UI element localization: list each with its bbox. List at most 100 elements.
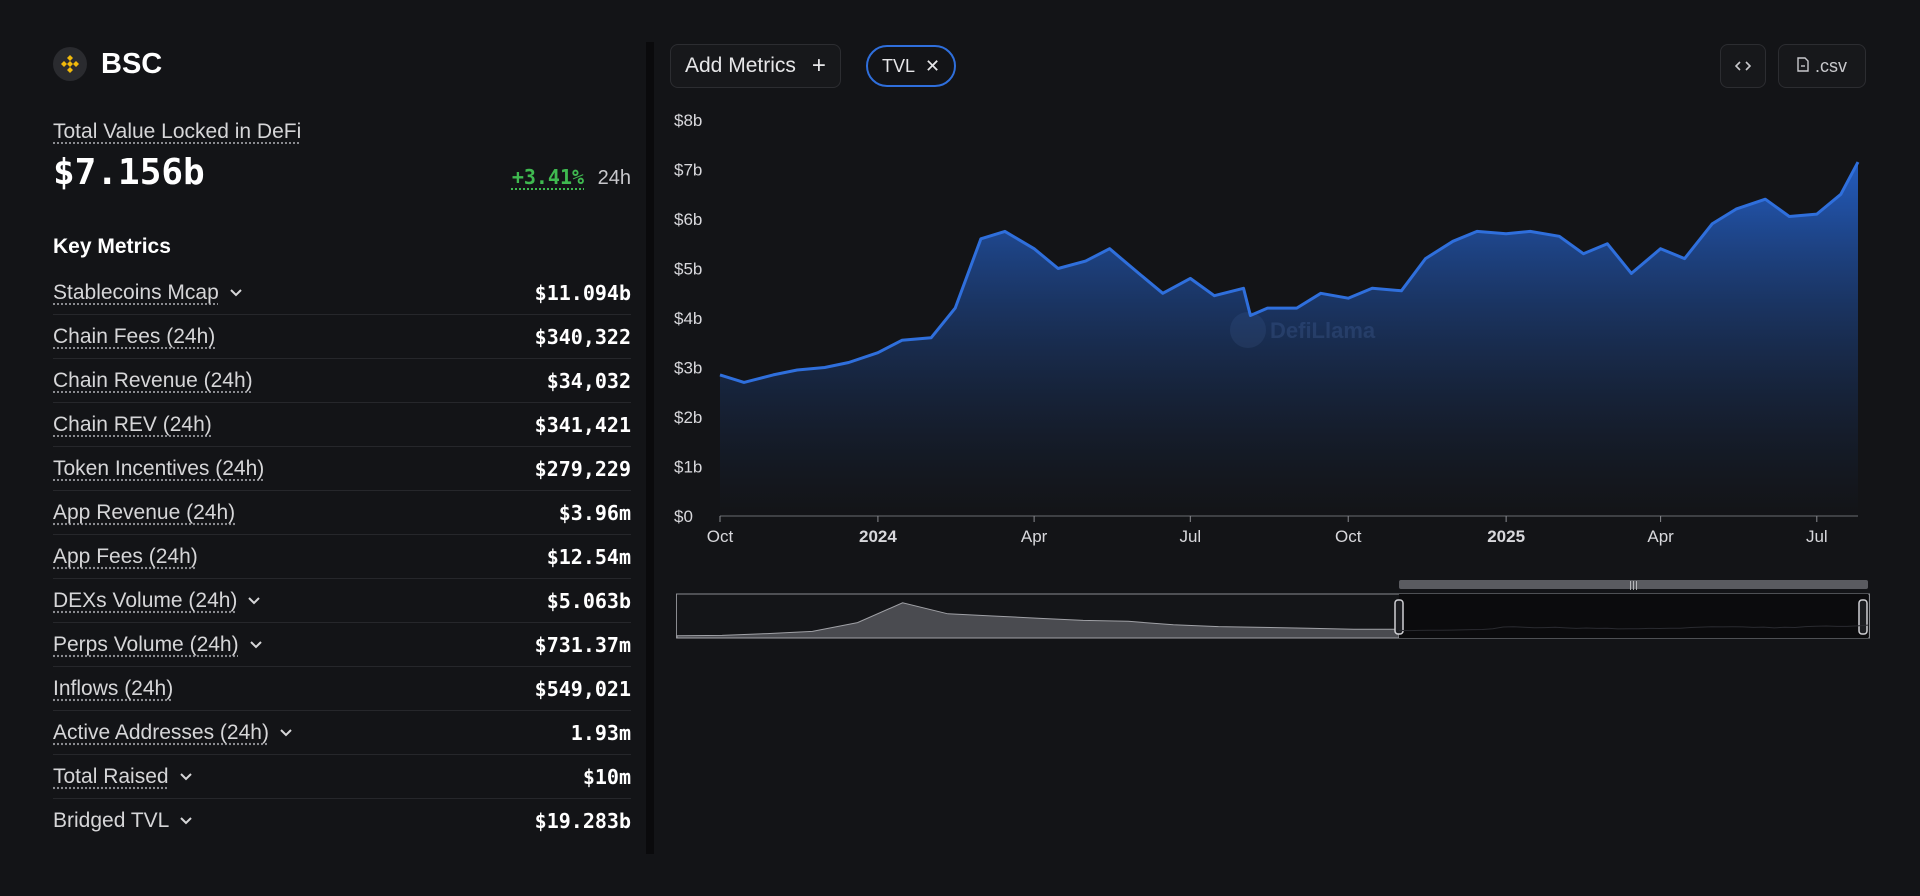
- metric-value: $279,229: [534, 456, 631, 481]
- tvl-change-percent[interactable]: +3.41%: [511, 165, 585, 189]
- metric-label[interactable]: Token Incentives (24h): [53, 457, 264, 481]
- metric-value: $549,021: [534, 676, 631, 701]
- selected-range[interactable]: [1399, 594, 1868, 638]
- metric-label-text[interactable]: Perps Volume (24h): [53, 632, 239, 656]
- metric-label-text[interactable]: Total Raised: [53, 764, 169, 788]
- metric-value: $12.54m: [546, 544, 631, 569]
- metric-label[interactable]: App Fees (24h): [53, 545, 198, 569]
- metric-row[interactable]: Perps Volume (24h) $731.37m: [53, 623, 631, 667]
- y-tick-label: $1b: [674, 458, 702, 477]
- series-area-0: [720, 162, 1858, 516]
- metric-row: Chain Fees (24h) $340,322: [53, 315, 631, 359]
- chart-toolbar: Add Metrics + TVL ✕ .csv: [670, 44, 1866, 90]
- metric-row: Chain REV (24h) $341,421: [53, 403, 631, 447]
- metric-row[interactable]: Bridged TVL $19.283b: [53, 799, 631, 842]
- plus-icon: +: [811, 52, 826, 79]
- y-tick-label: $8b: [674, 111, 702, 130]
- x-tick-label: 2024: [859, 527, 897, 546]
- series-line-0: [719, 161, 1860, 384]
- range-selector[interactable]: |||: [676, 580, 1870, 644]
- metric-label-text[interactable]: Chain Revenue (24h): [53, 368, 253, 392]
- metric-label[interactable]: Perps Volume (24h): [53, 633, 263, 657]
- tvl-label[interactable]: Total Value Locked in DeFi: [53, 120, 302, 143]
- metric-value: $3.96m: [558, 500, 631, 525]
- metric-value: $731.37m: [534, 632, 631, 657]
- y-tick-label: $2b: [674, 408, 702, 427]
- chain-overview-panel: BSC Total Value Locked in DeFi $7.156b +…: [53, 40, 631, 842]
- range-handle-left[interactable]: [1394, 599, 1404, 635]
- x-tick-label: Apr: [1021, 527, 1048, 546]
- metric-label-text[interactable]: Token Incentives (24h): [53, 456, 265, 480]
- x-tick-label: 2025: [1487, 527, 1525, 546]
- metric-row: Token Incentives (24h) $279,229: [53, 447, 631, 491]
- metric-label[interactable]: DEXs Volume (24h): [53, 589, 261, 613]
- x-tick-label: Jul: [1179, 527, 1201, 546]
- chevron-down-icon[interactable]: [249, 640, 263, 650]
- metric-row: App Revenue (24h) $3.96m: [53, 491, 631, 535]
- metric-value: $341,421: [534, 412, 631, 437]
- chevron-down-icon[interactable]: [229, 288, 243, 298]
- bnb-logo-icon: [53, 47, 87, 81]
- tvl-summary: $7.156b +3.41% 24h: [53, 152, 631, 193]
- chevron-down-icon[interactable]: [279, 728, 293, 738]
- x-tick-label: Jul: [1806, 527, 1828, 546]
- metric-label[interactable]: Stablecoins Mcap: [53, 281, 243, 305]
- x-tick-label: Apr: [1647, 527, 1674, 546]
- metric-label[interactable]: Total Raised: [53, 765, 193, 789]
- metric-label-text[interactable]: Bridged TVL: [53, 808, 170, 832]
- file-icon: [1797, 56, 1809, 77]
- metric-value: $19.283b: [534, 808, 631, 833]
- metric-value: $10m: [582, 764, 631, 789]
- tvl-value: $7.156b: [53, 152, 205, 193]
- x-tick-label: Oct: [707, 527, 734, 546]
- range-drag-bar[interactable]: [1399, 580, 1868, 589]
- metric-label-text[interactable]: Chain REV (24h): [53, 412, 212, 436]
- metric-label-text[interactable]: Active Addresses (24h): [53, 720, 269, 744]
- metric-label[interactable]: Chain Revenue (24h): [53, 369, 253, 393]
- code-icon: [1734, 56, 1752, 77]
- chevron-down-icon[interactable]: [247, 596, 261, 606]
- y-tick-label: $0: [674, 507, 693, 526]
- metric-chip-label: TVL: [882, 55, 916, 76]
- add-metrics-label: Add Metrics: [685, 54, 796, 77]
- key-metrics-list: Stablecoins Mcap $11.094b Chain Fees (24h)…: [53, 271, 631, 842]
- overview-area-history: [676, 602, 1400, 639]
- tvl-area-chart[interactable]: $0$1b$2b$3b$4b$5b$6b$7b$8bDefiLlamaOct20…: [660, 100, 1870, 560]
- metric-label[interactable]: App Revenue (24h): [53, 501, 235, 525]
- metric-label-text[interactable]: DEXs Volume (24h): [53, 588, 238, 612]
- metric-row[interactable]: Total Raised $10m: [53, 755, 631, 799]
- metric-value: 1.93m: [570, 720, 631, 745]
- metric-row: App Fees (24h) $12.54m: [53, 535, 631, 579]
- metric-label[interactable]: Inflows (24h): [53, 677, 173, 701]
- chevron-down-icon[interactable]: [179, 772, 193, 782]
- y-tick-label: $3b: [674, 359, 702, 378]
- metric-label-text[interactable]: App Fees (24h): [53, 544, 198, 568]
- metric-label-text[interactable]: Stablecoins Mcap: [53, 280, 219, 304]
- y-tick-label: $5b: [674, 260, 702, 279]
- embed-code-button[interactable]: [1720, 44, 1766, 88]
- metric-row[interactable]: Active Addresses (24h) 1.93m: [53, 711, 631, 755]
- metric-label-text[interactable]: Inflows (24h): [53, 676, 174, 700]
- metric-label[interactable]: Chain Fees (24h): [53, 325, 215, 349]
- download-csv-button[interactable]: .csv: [1778, 44, 1866, 88]
- metric-row: Chain Revenue (24h) $34,032: [53, 359, 631, 403]
- chevron-down-icon[interactable]: [179, 816, 193, 826]
- tvl-change: +3.41% 24h: [512, 165, 631, 190]
- metric-label[interactable]: Active Addresses (24h): [53, 721, 293, 745]
- metric-value: $11.094b: [534, 280, 631, 305]
- csv-label: .csv: [1814, 55, 1847, 76]
- metric-label[interactable]: Chain REV (24h): [53, 413, 212, 437]
- key-metrics-title: Key Metrics: [53, 235, 171, 258]
- metric-label[interactable]: Bridged TVL: [53, 809, 193, 833]
- metric-label-text[interactable]: App Revenue (24h): [53, 500, 236, 524]
- metric-row[interactable]: Stablecoins Mcap $11.094b: [53, 271, 631, 315]
- metric-chip-tvl[interactable]: TVL ✕: [866, 45, 957, 87]
- add-metrics-button[interactable]: Add Metrics +: [670, 44, 841, 88]
- metric-label-text[interactable]: Chain Fees (24h): [53, 324, 216, 348]
- metric-row[interactable]: DEXs Volume (24h) $5.063b: [53, 579, 631, 623]
- close-icon[interactable]: ✕: [925, 55, 941, 76]
- range-handle-right[interactable]: [1858, 599, 1868, 635]
- chain-name: BSC: [101, 47, 163, 80]
- chain-header: BSC: [53, 40, 631, 88]
- panel-divider: [646, 42, 654, 854]
